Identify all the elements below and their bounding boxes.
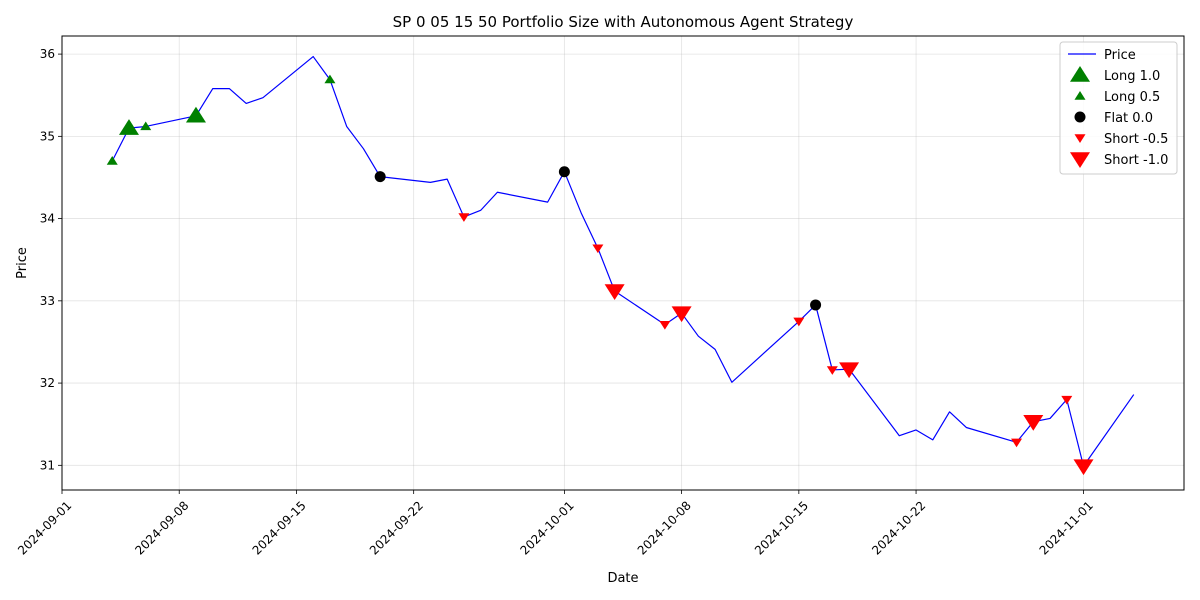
long-0-5-marker	[140, 121, 152, 131]
short-0-5-marker	[592, 244, 604, 254]
legend-marker-swatch	[1070, 66, 1090, 82]
flat-0-0-marker	[810, 299, 822, 311]
long-1-0-marker	[118, 119, 139, 135]
y-tick-label: 35	[40, 129, 55, 143]
long-0-5-marker	[106, 156, 118, 165]
legend-label: Long 0.5	[1104, 90, 1160, 105]
long-0-5-marker	[324, 74, 336, 84]
plot-frame	[61, 35, 1185, 491]
legend-marker-swatch	[1070, 152, 1090, 168]
chart-title: SP 0 05 15 50 Portfolio Size with Autono…	[393, 13, 854, 31]
y-tick-label: 33	[40, 294, 55, 308]
short-0-5-marker	[793, 317, 805, 327]
short-0-5-marker	[1011, 438, 1023, 448]
legend-marker-swatch	[1074, 91, 1086, 100]
short-1-0-marker	[604, 284, 625, 300]
legend-label: Price	[1104, 48, 1136, 63]
y-axis-label: Price	[15, 247, 30, 279]
y-tick-label: 36	[40, 47, 55, 61]
legend-label: Long 1.0	[1104, 69, 1160, 84]
legend: Price Long 1.0 Long 0.5 Flat 0.0 Short -0.5 S…	[1059, 41, 1178, 175]
short-1-0-marker	[671, 306, 692, 323]
y-axis: 31 32 33 34 35 36	[40, 47, 62, 472]
legend-label: Short -1.0	[1104, 153, 1168, 168]
short-0-5-marker	[458, 213, 470, 222]
y-tick-label: 31	[40, 458, 55, 472]
marker-layer	[106, 74, 1094, 476]
y-tick-label: 32	[40, 376, 55, 390]
legend-marker-swatch	[1074, 111, 1086, 123]
legend-label: Short -0.5	[1104, 132, 1168, 147]
short-1-0-marker	[839, 362, 860, 379]
x-axis-label: Date	[607, 571, 638, 586]
legend-label: Flat 0.0	[1104, 111, 1153, 126]
short-1-0-marker	[1073, 459, 1094, 476]
short-1-0-marker	[1023, 414, 1044, 431]
flat-0-0-marker	[558, 166, 570, 178]
flat-0-0-marker	[374, 171, 386, 183]
short-0-5-marker	[826, 366, 838, 375]
long-1-0-marker	[185, 106, 206, 123]
legend-box	[1059, 41, 1178, 175]
legend-marker-swatch	[1074, 134, 1086, 143]
short-0-5-marker	[1061, 395, 1073, 405]
short-0-5-marker	[659, 320, 671, 330]
y-tick-label: 34	[40, 212, 55, 226]
